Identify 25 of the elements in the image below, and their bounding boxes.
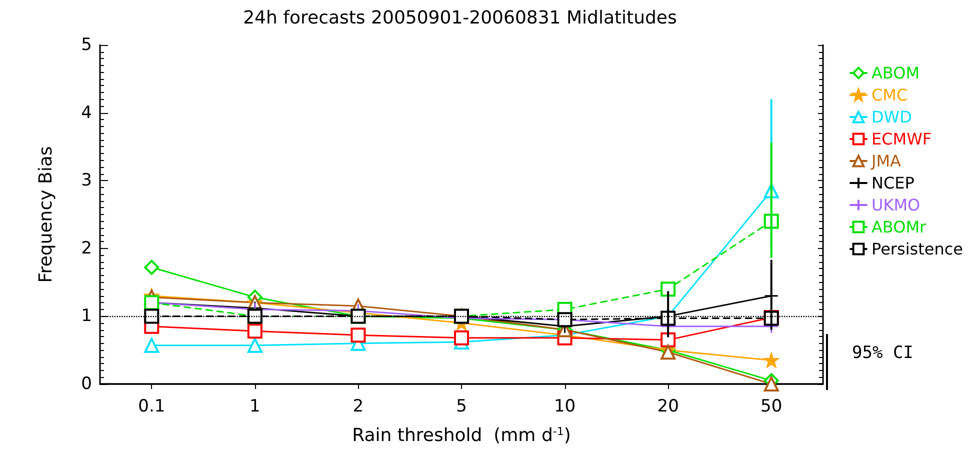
legend-label: NCEP [871, 174, 915, 192]
legend-label: CMC [871, 86, 908, 104]
legend-label: UKMO [871, 196, 920, 214]
x-tick-label: 1 [250, 396, 260, 416]
legend-label: Persistence [871, 240, 963, 258]
y-tick-label: 0 [81, 374, 92, 394]
y-tick-label: 1 [81, 306, 92, 326]
legend-label: ECMWF [871, 130, 932, 148]
x-tick-label: 2 [352, 396, 364, 416]
y-tick-label: 4 [81, 102, 92, 123]
x-tick-label: 20 [657, 396, 679, 416]
legend-label: ABOMr [871, 218, 927, 236]
legend-label: ABOM [871, 64, 920, 82]
legend-label: DWD [871, 108, 912, 126]
x-tick-label: 50 [760, 396, 782, 416]
chart-title: 24h forecasts 20050901-20060831 Midlatitudes [243, 8, 677, 28]
y-tick-label: 3 [81, 170, 92, 191]
y-axis-title: Frequency Bias [36, 146, 56, 283]
text: 95% CI [852, 343, 914, 363]
x-tick-label: 5 [456, 396, 467, 416]
y-tick-label: 2 [81, 238, 92, 258]
y-tick-label: 5 [81, 35, 92, 55]
legend-label: JMA [870, 152, 902, 170]
x-tick-label: 0.1 [138, 396, 166, 416]
x-tick-label: 10 [554, 396, 576, 416]
